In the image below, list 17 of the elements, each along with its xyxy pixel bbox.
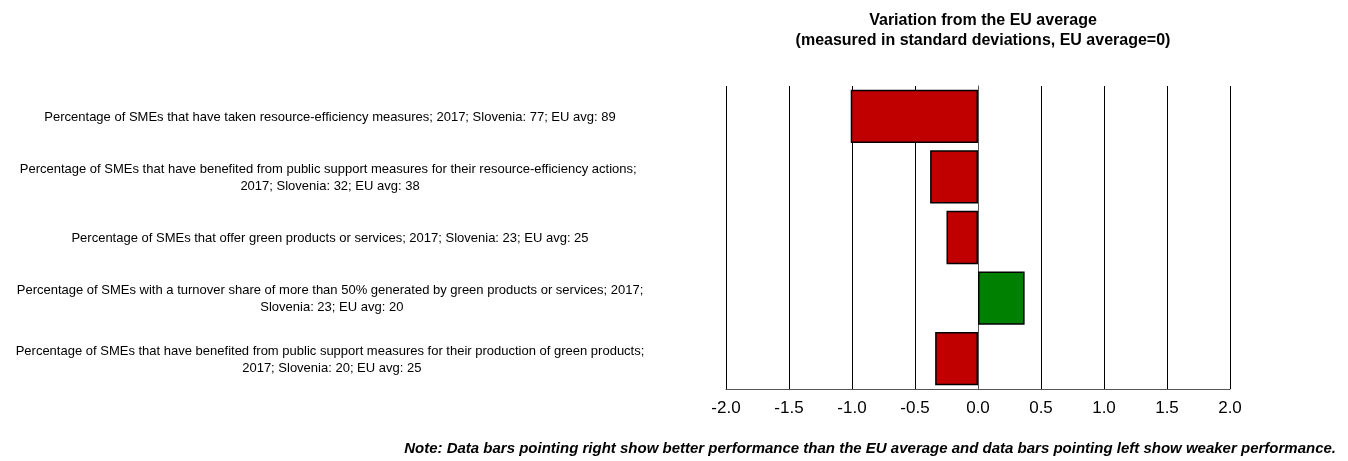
x-tick-label: 1.0	[1092, 398, 1116, 417]
x-tick-label: -2.0	[711, 398, 741, 417]
x-tick-label: -0.5	[900, 398, 930, 417]
x-tick-label: -1.5	[774, 398, 804, 417]
y-tick-label: Percentage of SMEs that have taken resource-efficiency measures; 2017; Slovenia: 77; EU avg: 89	[44, 108, 616, 124]
x-tick-label: -1.0	[837, 398, 867, 417]
x-tick-label: 0.5	[1029, 398, 1053, 417]
text: Note: Data bars pointing right show better performance than the EU average and data bars pointing left show weaker performance.	[404, 439, 1337, 456]
x-tick-label: 1.5	[1155, 398, 1179, 417]
y-tick-label: Percentage of SMEs that offer green products or services; 2017; Slovenia: 23; EU avg: 25	[71, 230, 589, 245]
y-tick-label: Percentage of SMEs that have benefited from public support measures for their resource-efficiency actions; 2017; Slovenia: 32; EU avg: 38	[19, 160, 641, 193]
x-tick-label: 2.0	[1218, 398, 1242, 417]
chart-title: Variation from the EU average	[869, 10, 1097, 28]
y-tick-label: Percentage of SMEs that have benefited from public support measures for their production of green products; 2017; Slovenia: 20; EU avg: 25	[15, 342, 645, 375]
x-tick-label: 0.0	[966, 398, 990, 417]
chart-subtitle: (measured in standard deviations, EU average=0)	[795, 30, 1171, 48]
y-tick-label: Percentage of SMEs with a turnover share of more than 50% generated by green products or services; 2017; Slovenia: 23; EU avg: 20	[16, 282, 644, 315]
